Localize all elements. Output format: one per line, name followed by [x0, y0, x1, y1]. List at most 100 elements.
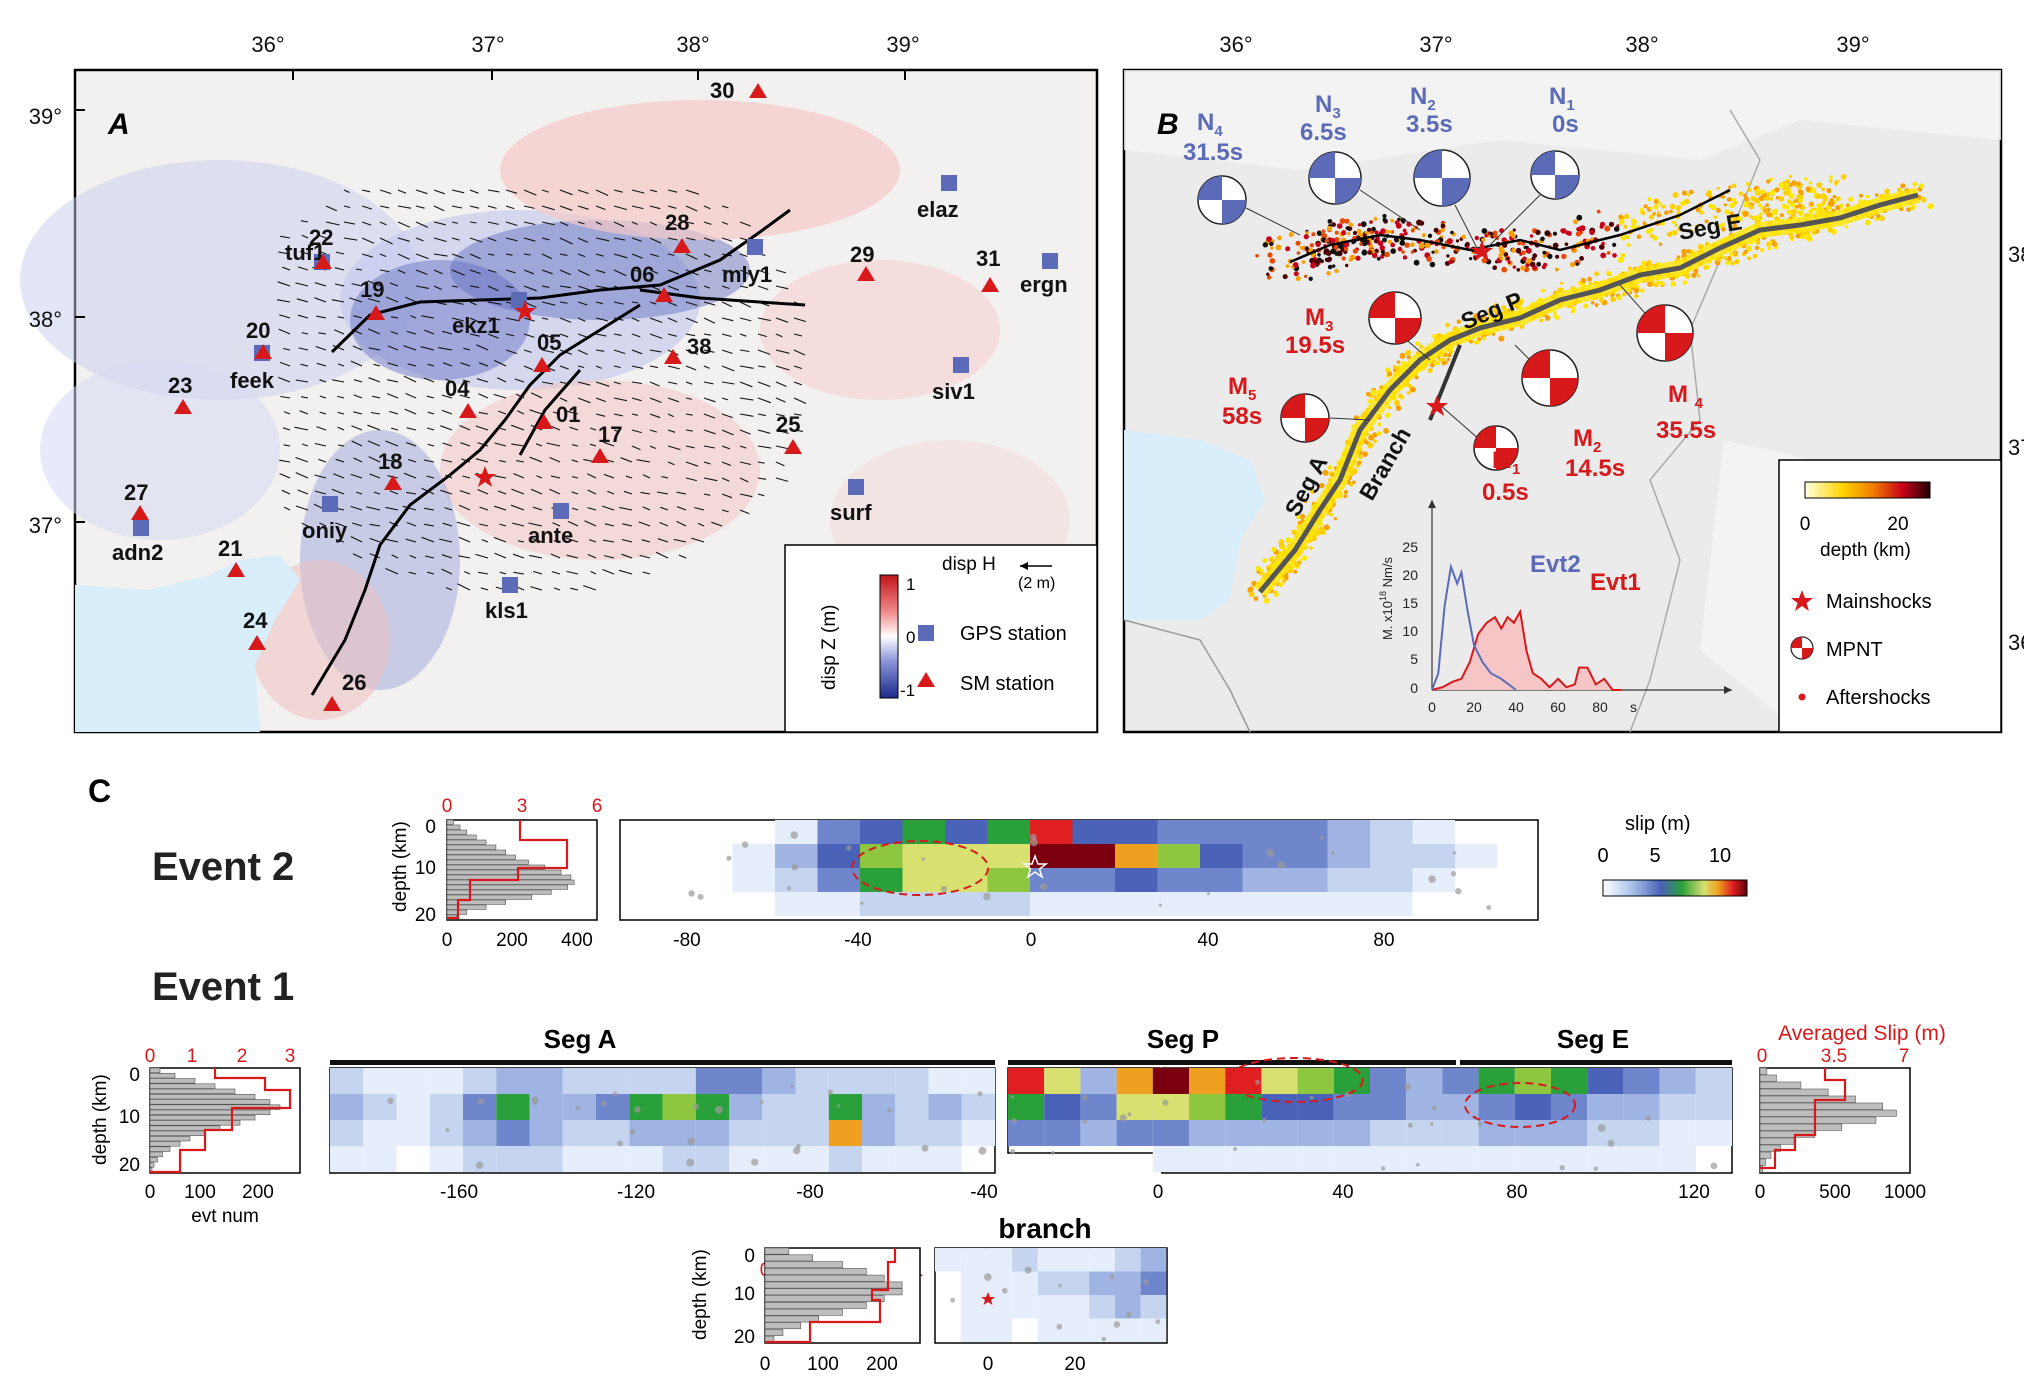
aftershock-dot: [1387, 239, 1392, 244]
aftershock-dot: [1372, 439, 1377, 444]
slip-cell: [629, 1068, 663, 1094]
displacement-arrow: [278, 251, 291, 255]
disp-z-colorbar: [879, 574, 899, 699]
gps-label: mly1: [722, 262, 772, 287]
displacement-arrow: [528, 522, 543, 527]
displacement-arrow: [475, 425, 489, 431]
aftershock-dot: [1733, 251, 1737, 255]
slip-cell: [1551, 1146, 1588, 1172]
aftershock-dot: [1404, 242, 1410, 248]
displacement-arrow: [685, 205, 698, 212]
aftershock-dot: [1749, 214, 1753, 219]
aftershock-dot: [1547, 253, 1553, 259]
displacement-arrow: [316, 362, 327, 367]
aftershock-dot: [1827, 227, 1833, 233]
panel-c-label: C: [88, 773, 111, 809]
m1-label: M1: [1492, 447, 1520, 478]
horizontal-displacement-arrows: [276, 189, 807, 591]
displacement-arrow: [405, 538, 417, 543]
displacement-arrow: [351, 425, 363, 431]
displacement-arrow: [640, 491, 651, 495]
aftershock-dot: [1728, 185, 1732, 189]
displacement-arrow: [685, 333, 696, 337]
aftershock-dot: [1610, 296, 1616, 303]
hist-bar: [446, 844, 497, 850]
svg-text:100: 100: [807, 1354, 839, 1375]
displacement-arrow: [566, 570, 579, 575]
slip-cell: [496, 1120, 530, 1146]
slip-cell: [795, 1146, 829, 1172]
aftershock-dot: [1620, 252, 1626, 258]
hist-bar: [149, 1094, 256, 1100]
gps-station-labels: tuf1 feek ekz1 mly1 elaz ergn siv1 surf …: [112, 197, 1068, 623]
hist-bar: [446, 819, 454, 825]
hist-bar: [764, 1315, 820, 1323]
aftershock-dot: [1736, 216, 1743, 222]
m-subevent-labels: M3 19.5s M5 58s M1 0.5s M2 14.5s M 4 35.…: [1222, 304, 1716, 506]
aftershock-dot: [1760, 248, 1765, 253]
aftershock-dot: [1766, 213, 1771, 217]
slip-cell: [1370, 844, 1413, 868]
hist-bar: [1759, 1137, 1795, 1145]
displacement-arrow: [546, 442, 561, 447]
displacement-arrow: [493, 393, 507, 399]
aftershock-dot: [1516, 268, 1521, 272]
displacement-arrow: [595, 237, 610, 242]
aftershock-dot: [1491, 332, 1496, 336]
aftershock-dot: [1030, 833, 1037, 841]
aftershock-dot: [1327, 219, 1333, 224]
displacement-arrow: [757, 493, 765, 497]
aftershock-dot: [1360, 221, 1367, 228]
lat-tick: 39°: [29, 104, 62, 129]
displacement-arrow: [577, 221, 585, 225]
aftershock-dot: [1511, 248, 1516, 253]
aftershock-dot: [1634, 293, 1639, 299]
displacement-arrow: [280, 395, 291, 399]
displacement-arrow: [667, 237, 678, 241]
aftershock-dot: [687, 1137, 696, 1146]
displacement-arrow: [516, 586, 525, 591]
aftershock-dot: [1484, 234, 1488, 238]
aftershock-dot: [1162, 1099, 1169, 1106]
hist-bar: [149, 1130, 206, 1136]
displacement-arrow: [649, 397, 662, 403]
sm-label: 19: [360, 277, 384, 302]
aftershock-dot: [1499, 256, 1504, 261]
slip-cell: [1200, 844, 1243, 868]
aftershock-dot: [1432, 334, 1437, 339]
aftershock-dot: [1570, 309, 1576, 314]
evt2-moment-rate-curve: [1431, 562, 1517, 691]
svg-text:80: 80: [1373, 930, 1394, 951]
aftershock-dot: [1545, 231, 1549, 236]
slip-cell: [1116, 1068, 1153, 1094]
displacement-arrow: [667, 253, 675, 256]
displacement-arrow: [577, 253, 586, 258]
hist-bar: [764, 1322, 802, 1330]
aftershock-dot: [1311, 232, 1316, 237]
slip-cell: [729, 1068, 763, 1094]
slip-cell: [1478, 1094, 1515, 1120]
displacement-arrow: [487, 237, 497, 242]
aftershock-dot: [1155, 1319, 1161, 1325]
displacement-arrow: [711, 521, 723, 527]
aftershock-dot: [1648, 214, 1654, 220]
aftershock-dot: [1358, 454, 1363, 459]
aftershock-dot: [1670, 281, 1676, 287]
m1-time: 0.5s: [1482, 479, 1529, 506]
displacement-arrow: [533, 570, 543, 575]
aftershock-dot: [1765, 203, 1769, 208]
displacement-arrow: [523, 269, 534, 275]
displacement-arrow: [613, 349, 626, 355]
displacement-arrow: [529, 409, 543, 415]
slip-cell: [860, 892, 903, 916]
aftershock-dot: [1769, 177, 1773, 181]
slip-cell: [1370, 1068, 1407, 1094]
displacement-arrow: [451, 301, 464, 305]
slip-cell: [1587, 1120, 1624, 1146]
aftershock-dot: [1440, 227, 1445, 232]
svg-text:3: 3: [285, 1046, 296, 1067]
aftershock-dot: [1345, 263, 1349, 268]
displacement-arrow: [487, 269, 497, 273]
aftershock-dot: [1262, 1117, 1267, 1123]
aftershock-dot: [1452, 851, 1457, 855]
